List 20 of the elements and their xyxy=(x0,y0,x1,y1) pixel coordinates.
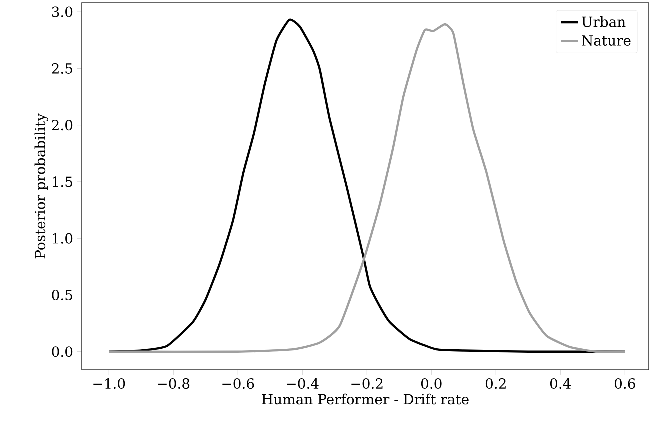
x-tick-label: −1.0 xyxy=(94,378,126,390)
x-tick-label: −0.4 xyxy=(287,378,319,390)
y-tick-label: 3.0 xyxy=(52,6,73,18)
y-tick-label: 1.5 xyxy=(53,176,72,188)
x-tick-label: 0.4 xyxy=(550,378,572,390)
legend-label: Nature xyxy=(582,36,631,46)
x-tick-label: −0.6 xyxy=(222,378,254,390)
legend-label: Urban xyxy=(582,16,626,28)
y-tick-label: 0.5 xyxy=(52,290,72,301)
x-tick-label: 0.0 xyxy=(421,378,442,390)
x-tick-label: −0.8 xyxy=(158,378,190,390)
y-tick-label: 1.0 xyxy=(53,233,73,244)
y-axis-title: Posterior probability xyxy=(34,114,48,259)
y-tick-label: 2.5 xyxy=(52,63,72,74)
x-tick-label: −0.2 xyxy=(352,378,383,390)
x-tick-label: 0.6 xyxy=(614,378,636,390)
y-tick-label: 0.0 xyxy=(52,346,73,358)
x-axis-title: Human Performer - Drift rate xyxy=(262,394,469,405)
y-tick-label: 2.0 xyxy=(52,120,73,131)
x-tick-label: 0.2 xyxy=(486,378,506,390)
